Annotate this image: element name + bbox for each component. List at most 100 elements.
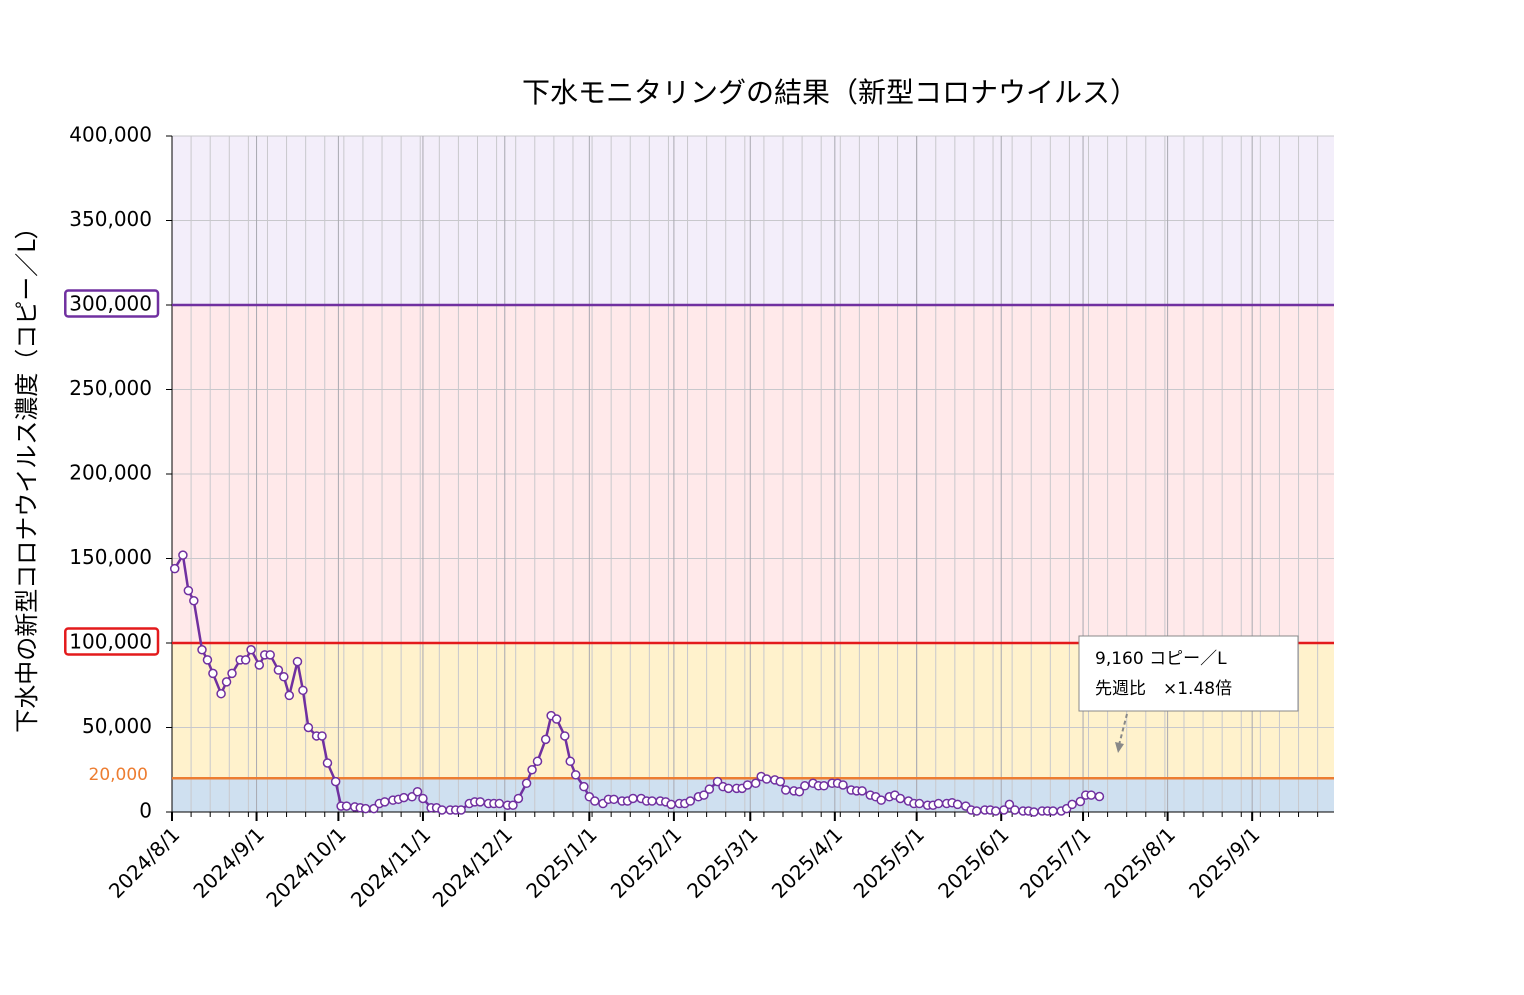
data-point (341, 801, 352, 811)
data-point (761, 774, 772, 784)
data-point (685, 796, 696, 806)
data-point (579, 781, 589, 792)
data-point (999, 805, 1009, 815)
y-tick-label: 250,000 (69, 376, 152, 400)
data-point (169, 563, 180, 574)
y-tick-label: 100,000 (69, 630, 152, 654)
y-tick-label: 0 (139, 799, 152, 823)
x-tick-label: 2025/4/1 (767, 822, 847, 902)
data-point (197, 645, 207, 655)
data-point (540, 734, 551, 745)
data-point (1004, 799, 1015, 810)
data-point (265, 650, 275, 660)
data-point (508, 800, 518, 810)
tick-label-box (64, 627, 160, 656)
data-point (178, 550, 188, 560)
data-point (1010, 805, 1020, 815)
data-point (565, 756, 575, 767)
data-point (609, 794, 619, 805)
x-tick-label: 2024/12/1 (428, 822, 517, 911)
data-point (380, 797, 390, 807)
data-point (666, 799, 676, 810)
annotation-arrow (1118, 713, 1128, 746)
x-tick-label: 2025/7/1 (1015, 822, 1095, 902)
x-tick-label: 2025/1/1 (521, 822, 601, 902)
data-point (494, 798, 505, 809)
data-point (399, 792, 409, 803)
data-point (322, 758, 333, 768)
data-point (208, 668, 218, 679)
x-tick-label: 2025/5/1 (849, 822, 929, 902)
x-tick-label: 2025/6/1 (933, 822, 1013, 902)
data-point (1094, 791, 1105, 802)
data-point (412, 786, 423, 797)
data-point (292, 656, 303, 667)
data-point (750, 778, 761, 789)
data-point (1029, 807, 1039, 817)
data-point (838, 780, 848, 790)
y-tick-label: 350,000 (69, 207, 152, 231)
annotation-text: 先週比 ×1.48倍 (1095, 679, 1232, 699)
data-point (857, 786, 867, 796)
data-point (227, 668, 237, 679)
x-tick-label: 2024/11/1 (346, 822, 435, 911)
data-point (1086, 790, 1096, 800)
data-point (273, 665, 284, 675)
data-point (456, 805, 466, 815)
y-axis-label: 下水中の新型コロナウイルス濃度（コピー／L） (13, 215, 41, 732)
data-point (527, 765, 537, 775)
data-point (704, 784, 715, 794)
data-point (723, 783, 734, 794)
x-tick-label: 2024/8/1 (104, 822, 184, 902)
x-tick-label: 2025/3/1 (682, 822, 762, 902)
data-point (532, 756, 543, 767)
data-point (794, 786, 805, 797)
y-tick-label: 300,000 (69, 292, 152, 316)
x-tick-label: 2025/2/1 (606, 822, 686, 902)
data-point (914, 798, 925, 809)
data-point (240, 655, 251, 665)
data-point (221, 677, 232, 687)
data-point (298, 685, 308, 696)
data-point (647, 796, 657, 806)
y-tick-label: 200,000 (69, 461, 152, 485)
x-tick-label: 2025/9/1 (1184, 822, 1264, 902)
data-point (933, 798, 944, 809)
chart-title: 下水モニタリングの結果（新型コロナウイルス） (522, 76, 1138, 109)
data-point (551, 714, 562, 724)
data-point (330, 776, 341, 787)
data-point (475, 797, 485, 807)
data-point (437, 805, 447, 815)
y-tick-label: 150,000 (69, 545, 152, 569)
annotation-text: 9,160 コピー／L (1095, 649, 1227, 669)
data-point (254, 660, 265, 670)
y-tick-label: 400,000 (69, 123, 152, 147)
data-point (971, 806, 982, 816)
annotation-arrowhead (1115, 742, 1124, 753)
data-point (521, 778, 532, 789)
threshold-label: 20,000 (89, 765, 148, 785)
data-point (1075, 796, 1086, 807)
data-point (279, 672, 289, 682)
x-tick-label: 2024/9/1 (188, 822, 268, 902)
data-point (189, 596, 199, 606)
data-point (570, 770, 581, 780)
data-point (284, 690, 295, 701)
data-point (895, 793, 906, 804)
tick-label-box (64, 289, 160, 318)
data-point (819, 781, 829, 791)
data-point (513, 793, 524, 804)
data-point (800, 781, 810, 791)
grid-layer (166, 135, 1334, 821)
data-point (699, 790, 709, 800)
annotation: 9,160 コピー／L 先週比 ×1.48倍 (1078, 635, 1299, 753)
data-point (360, 803, 371, 814)
data-point (775, 776, 786, 787)
data-point (303, 722, 314, 733)
data-point (876, 795, 886, 805)
data-point (246, 645, 256, 655)
data-point (1048, 806, 1058, 816)
data-point (742, 780, 753, 790)
x-tick-label: 2025/8/1 (1100, 822, 1180, 902)
